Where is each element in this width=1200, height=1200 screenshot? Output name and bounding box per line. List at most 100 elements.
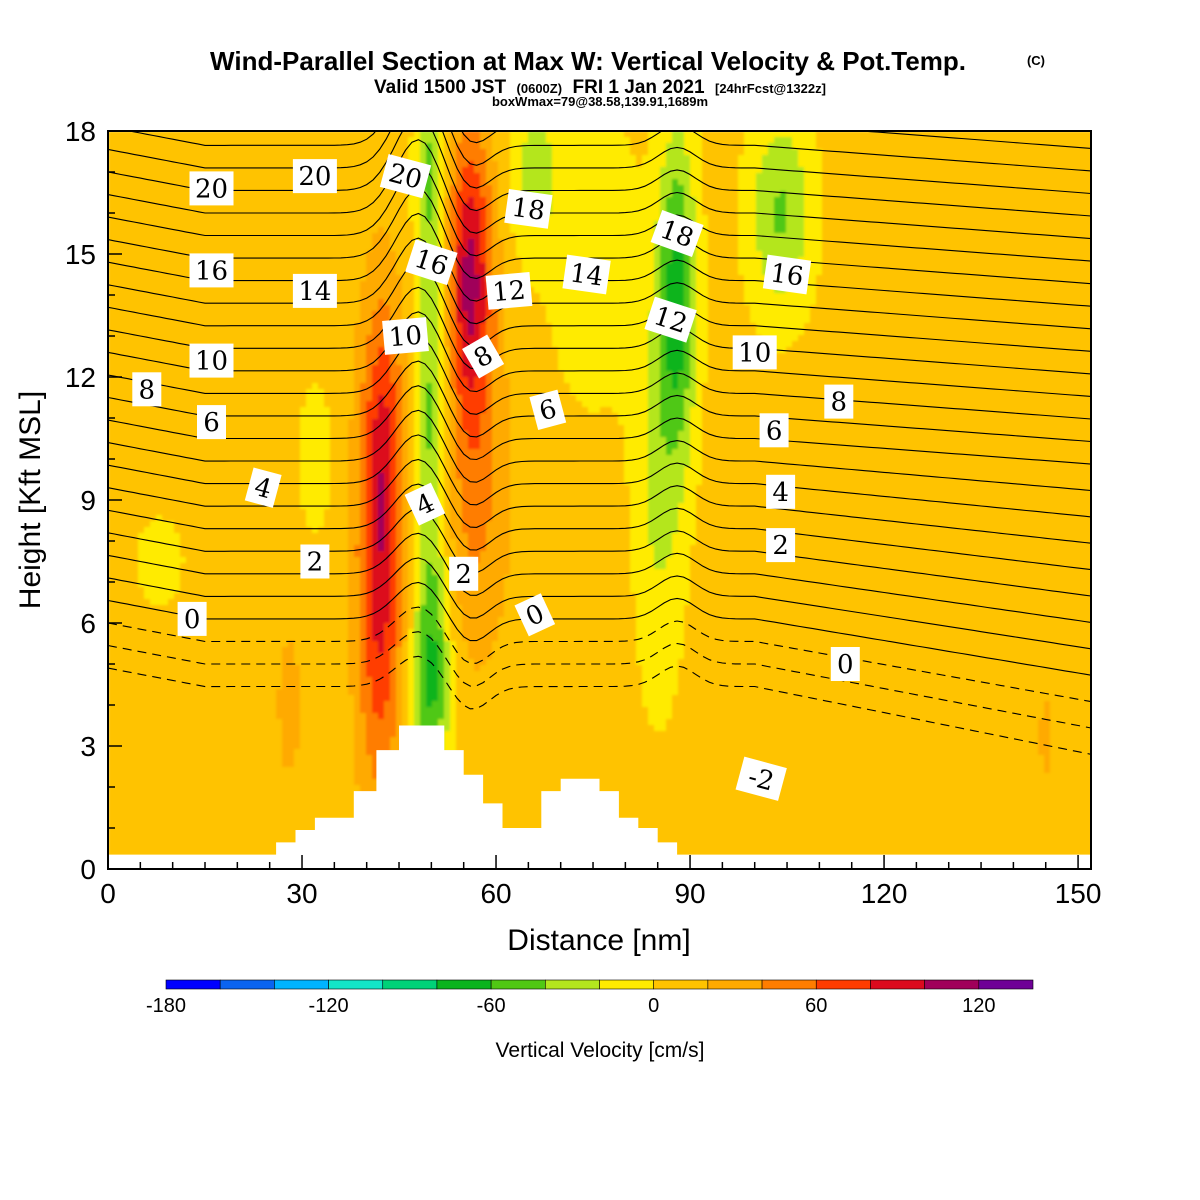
velocity-cell bbox=[564, 173, 571, 180]
velocity-cell bbox=[834, 197, 841, 204]
velocity-cell bbox=[954, 263, 961, 270]
velocity-cell bbox=[120, 293, 127, 300]
velocity-cell bbox=[186, 239, 193, 246]
velocity-cell bbox=[552, 155, 559, 162]
velocity-cell bbox=[1038, 221, 1045, 228]
velocity-cell bbox=[714, 149, 721, 156]
velocity-cell bbox=[468, 221, 475, 228]
velocity-cell bbox=[774, 137, 781, 144]
velocity-cell bbox=[930, 137, 937, 144]
velocity-cell bbox=[762, 149, 769, 156]
velocity-cell bbox=[954, 305, 961, 312]
velocity-cell bbox=[906, 203, 913, 210]
velocity-cell bbox=[1044, 143, 1051, 150]
velocity-cell bbox=[822, 197, 829, 204]
velocity-cell bbox=[264, 251, 271, 258]
velocity-cell bbox=[630, 257, 637, 264]
velocity-cell bbox=[600, 305, 607, 312]
velocity-cell bbox=[534, 143, 541, 150]
velocity-cell bbox=[552, 245, 559, 252]
velocity-cell bbox=[642, 167, 649, 174]
velocity-cell bbox=[672, 275, 679, 282]
velocity-cell bbox=[798, 185, 805, 192]
velocity-cell bbox=[756, 149, 763, 156]
velocity-cell bbox=[888, 209, 895, 216]
velocity-cell bbox=[174, 263, 181, 270]
velocity-cell bbox=[210, 221, 217, 228]
velocity-cell bbox=[342, 227, 349, 234]
velocity-cell bbox=[666, 185, 673, 192]
velocity-cell bbox=[540, 263, 547, 270]
velocity-cell bbox=[666, 173, 673, 180]
velocity-cell bbox=[984, 287, 991, 294]
velocity-cell bbox=[1062, 251, 1069, 258]
velocity-cell bbox=[486, 251, 493, 258]
velocity-cell bbox=[570, 221, 577, 228]
velocity-cell bbox=[168, 227, 175, 234]
velocity-cell bbox=[1044, 269, 1051, 276]
velocity-cell bbox=[120, 185, 127, 192]
velocity-cell bbox=[144, 185, 151, 192]
velocity-cell bbox=[804, 299, 811, 306]
velocity-cell bbox=[360, 257, 367, 264]
velocity-cell bbox=[966, 185, 973, 192]
velocity-cell bbox=[288, 137, 295, 144]
velocity-cell bbox=[630, 155, 637, 162]
velocity-cell bbox=[900, 179, 907, 186]
velocity-cell bbox=[384, 263, 391, 270]
velocity-cell bbox=[360, 269, 367, 276]
velocity-cell bbox=[396, 311, 403, 318]
velocity-cell bbox=[462, 227, 469, 234]
velocity-cell bbox=[1032, 293, 1039, 300]
velocity-cell bbox=[336, 137, 343, 144]
velocity-cell bbox=[720, 191, 727, 198]
velocity-cell bbox=[276, 155, 283, 162]
velocity-cell bbox=[840, 155, 847, 162]
velocity-cell bbox=[732, 293, 739, 300]
velocity-cell bbox=[798, 299, 805, 306]
velocity-cell bbox=[1068, 155, 1075, 162]
velocity-cell bbox=[570, 227, 577, 234]
velocity-cell bbox=[978, 173, 985, 180]
velocity-cell bbox=[450, 143, 457, 150]
velocity-cell bbox=[210, 143, 217, 150]
velocity-cell bbox=[954, 167, 961, 174]
velocity-cell bbox=[1038, 197, 1045, 204]
velocity-cell bbox=[918, 149, 925, 156]
velocity-cell bbox=[450, 239, 457, 246]
velocity-cell bbox=[1014, 251, 1021, 258]
velocity-cell bbox=[810, 263, 817, 270]
velocity-cell bbox=[984, 161, 991, 168]
velocity-cell bbox=[144, 251, 151, 258]
velocity-cell bbox=[1020, 305, 1027, 312]
velocity-cell bbox=[966, 287, 973, 294]
velocity-cell bbox=[936, 167, 943, 174]
velocity-cell bbox=[600, 227, 607, 234]
velocity-cell bbox=[1038, 149, 1045, 156]
velocity-cell bbox=[318, 239, 325, 246]
velocity-cell bbox=[1014, 233, 1021, 240]
velocity-cell bbox=[150, 143, 157, 150]
velocity-cell bbox=[414, 227, 421, 234]
velocity-cell bbox=[366, 239, 373, 246]
velocity-cell bbox=[642, 197, 649, 204]
velocity-cell bbox=[960, 281, 967, 288]
velocity-cell bbox=[240, 233, 247, 240]
velocity-cell bbox=[960, 215, 967, 222]
velocity-cell bbox=[540, 149, 547, 156]
velocity-cell bbox=[612, 263, 619, 270]
velocity-cell bbox=[768, 167, 775, 174]
velocity-cell bbox=[888, 161, 895, 168]
velocity-cell bbox=[486, 173, 493, 180]
velocity-cell bbox=[180, 143, 187, 150]
velocity-cell bbox=[492, 137, 499, 144]
velocity-cell bbox=[1032, 287, 1039, 294]
velocity-cell bbox=[918, 215, 925, 222]
velocity-cell bbox=[738, 191, 745, 198]
velocity-cell bbox=[168, 143, 175, 150]
velocity-cell bbox=[282, 227, 289, 234]
velocity-cell bbox=[564, 161, 571, 168]
velocity-cell bbox=[654, 281, 661, 288]
velocity-cell bbox=[534, 299, 541, 306]
velocity-cell bbox=[546, 155, 553, 162]
